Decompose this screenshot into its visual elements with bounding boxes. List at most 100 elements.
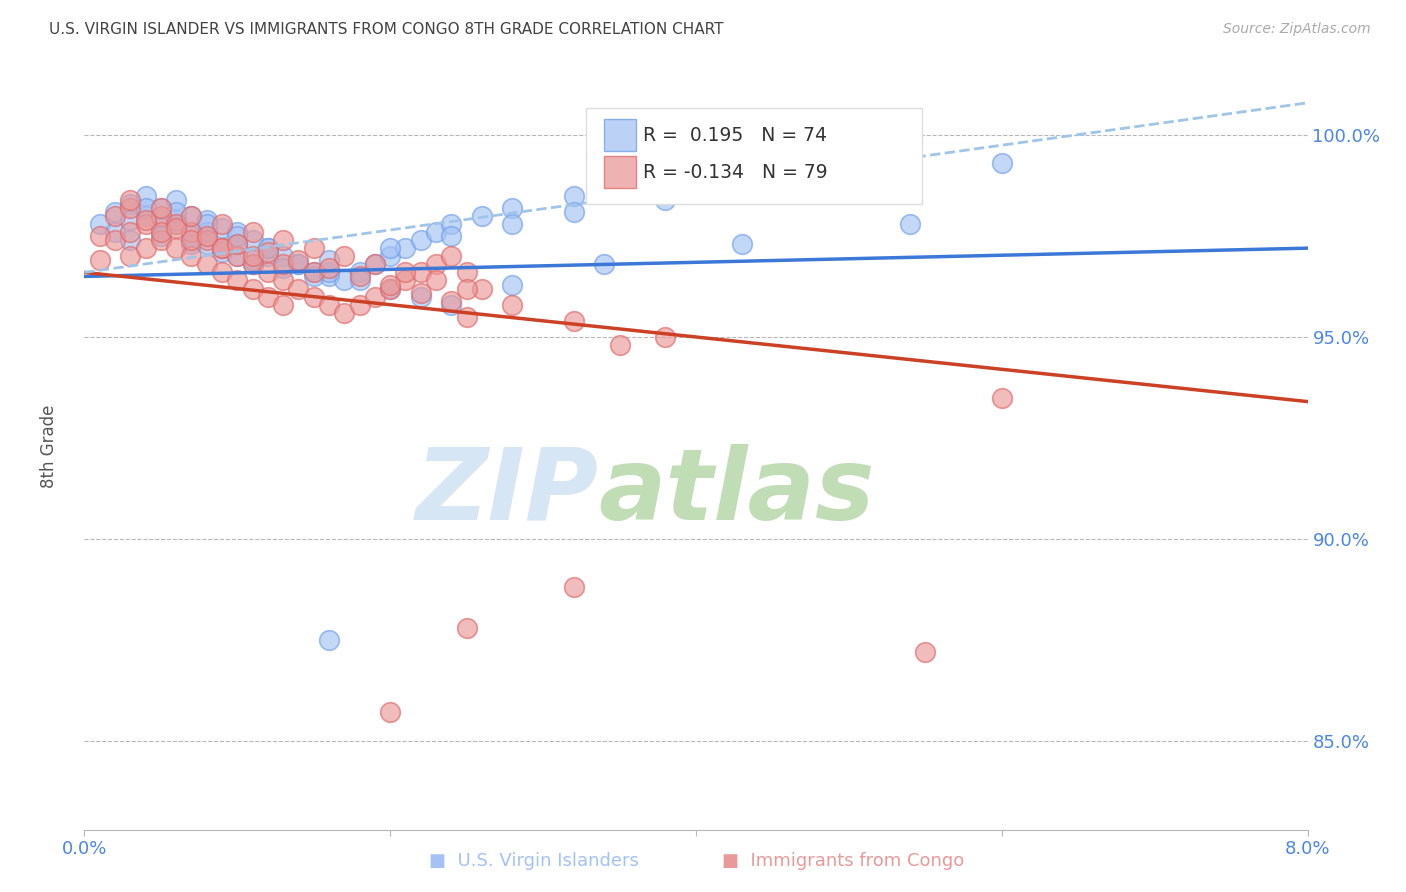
Point <box>440 217 463 231</box>
Point <box>409 285 432 300</box>
Point <box>120 193 142 207</box>
Text: 8th Grade: 8th Grade <box>41 404 58 488</box>
Point <box>89 253 111 268</box>
Point <box>180 229 202 244</box>
Point <box>318 261 340 276</box>
Point <box>242 257 264 271</box>
Point <box>242 257 264 271</box>
Point <box>165 221 187 235</box>
Point <box>898 217 921 231</box>
Point <box>226 249 249 263</box>
Point <box>211 217 233 231</box>
Point <box>242 233 264 247</box>
Point <box>609 338 631 352</box>
Point <box>318 298 340 312</box>
Point <box>257 249 280 263</box>
Point <box>287 257 309 271</box>
Point <box>409 265 432 279</box>
Point <box>991 391 1014 405</box>
Point <box>271 298 294 312</box>
Point <box>195 225 218 239</box>
Point <box>165 193 187 207</box>
Point <box>89 229 111 244</box>
Point <box>456 265 478 279</box>
Point <box>195 229 218 244</box>
Point <box>471 209 494 223</box>
Point <box>349 265 371 279</box>
Point <box>318 265 340 279</box>
Point <box>302 265 325 279</box>
Point <box>333 249 356 263</box>
Point <box>104 225 127 239</box>
Point <box>654 330 676 344</box>
Point <box>165 204 187 219</box>
Point <box>226 249 249 263</box>
Point <box>180 249 202 263</box>
Point <box>104 209 127 223</box>
Point <box>211 241 233 255</box>
Point <box>456 310 478 324</box>
Point <box>271 273 294 287</box>
Point <box>211 241 233 255</box>
Point <box>380 249 402 263</box>
Point <box>440 229 463 244</box>
Point <box>135 188 157 202</box>
Text: atlas: atlas <box>598 443 875 541</box>
Point <box>211 265 233 279</box>
Point <box>104 233 127 247</box>
Point <box>318 269 340 284</box>
Point <box>195 213 218 227</box>
Point <box>425 225 447 239</box>
Point <box>349 269 371 284</box>
Point <box>593 257 616 271</box>
Point <box>287 253 309 268</box>
Point <box>135 213 157 227</box>
Point <box>440 249 463 263</box>
Point <box>149 201 172 215</box>
Point <box>456 281 478 295</box>
Text: Source: ZipAtlas.com: Source: ZipAtlas.com <box>1223 22 1371 37</box>
Point <box>226 273 249 287</box>
Point <box>380 277 402 292</box>
Point <box>471 281 494 295</box>
Point <box>271 261 294 276</box>
Text: R = -0.134   N = 79: R = -0.134 N = 79 <box>644 162 828 182</box>
Point <box>349 273 371 287</box>
Point <box>135 241 157 255</box>
Point <box>242 253 264 268</box>
Point <box>287 257 309 271</box>
Point <box>149 225 172 239</box>
Point <box>120 249 142 263</box>
Point <box>409 233 432 247</box>
Point <box>761 180 783 194</box>
Point <box>302 265 325 279</box>
Point <box>149 229 172 244</box>
Point <box>89 217 111 231</box>
Point <box>440 293 463 308</box>
Point <box>195 217 218 231</box>
Point <box>149 209 172 223</box>
Point <box>394 241 416 255</box>
Point <box>180 209 202 223</box>
Point <box>257 245 280 260</box>
Point <box>425 257 447 271</box>
Point <box>211 245 233 260</box>
Text: ■  Immigrants from Congo: ■ Immigrants from Congo <box>723 852 965 870</box>
Point <box>409 290 432 304</box>
Point <box>991 156 1014 170</box>
Point <box>318 253 340 268</box>
Point <box>211 221 233 235</box>
Point <box>135 209 157 223</box>
Point <box>165 217 187 231</box>
Point <box>425 273 447 287</box>
Text: ■  U.S. Virgin Islanders: ■ U.S. Virgin Islanders <box>429 852 640 870</box>
Point <box>502 277 524 292</box>
Point <box>120 201 142 215</box>
Point <box>195 237 218 252</box>
Point <box>180 233 202 247</box>
Point <box>104 204 127 219</box>
Point <box>364 290 387 304</box>
Point <box>333 273 356 287</box>
Text: ZIP: ZIP <box>415 443 598 541</box>
FancyBboxPatch shape <box>605 120 636 152</box>
